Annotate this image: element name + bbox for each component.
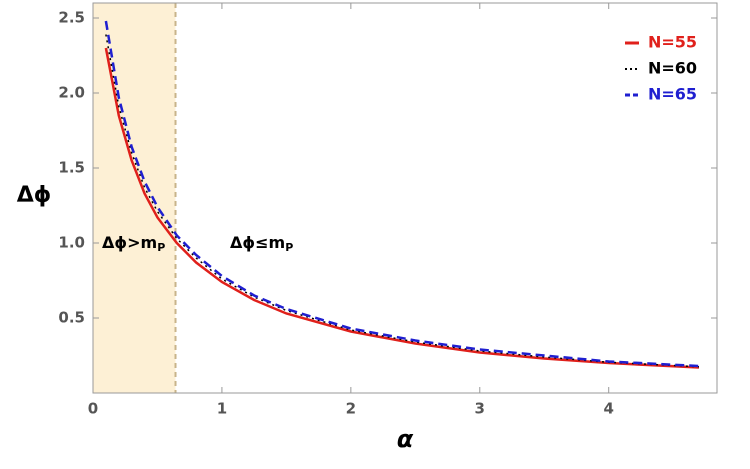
- series-line: [104, 47, 700, 369]
- x-tick-label: 3: [475, 400, 485, 418]
- y-tick-label: 1.5: [58, 159, 85, 177]
- x-tick-label: 1: [217, 400, 227, 418]
- annotation-text: Δϕ>m: [102, 233, 157, 252]
- y-axis-label: Δϕ: [17, 183, 52, 208]
- annotation: Δϕ>mP: [102, 233, 165, 255]
- annotation: Δϕ≤mP: [230, 233, 293, 255]
- y-tick-label: 2.0: [58, 84, 85, 102]
- y-tick-label: 0.5: [58, 309, 85, 327]
- x-tick-label: 4: [603, 400, 613, 418]
- annotation-subscript: P: [285, 241, 293, 254]
- y-tick-label: 2.5: [58, 9, 85, 27]
- legend-label: N=65: [648, 85, 697, 104]
- annotation-text: Δϕ≤m: [230, 233, 285, 252]
- legend-label: N=55: [648, 33, 697, 52]
- shaded-region: [93, 3, 176, 393]
- x-tick-label: 0: [88, 400, 98, 418]
- legend-label: N=60: [648, 59, 697, 78]
- series-line: [104, 20, 700, 368]
- plot-frame: [92, 2, 718, 394]
- series-line: [105, 34, 699, 368]
- annotation-subscript: P: [157, 241, 165, 254]
- y-tick-label: 1.0: [58, 234, 85, 252]
- x-axis-label: α: [397, 425, 414, 453]
- x-tick-label: 2: [346, 400, 356, 418]
